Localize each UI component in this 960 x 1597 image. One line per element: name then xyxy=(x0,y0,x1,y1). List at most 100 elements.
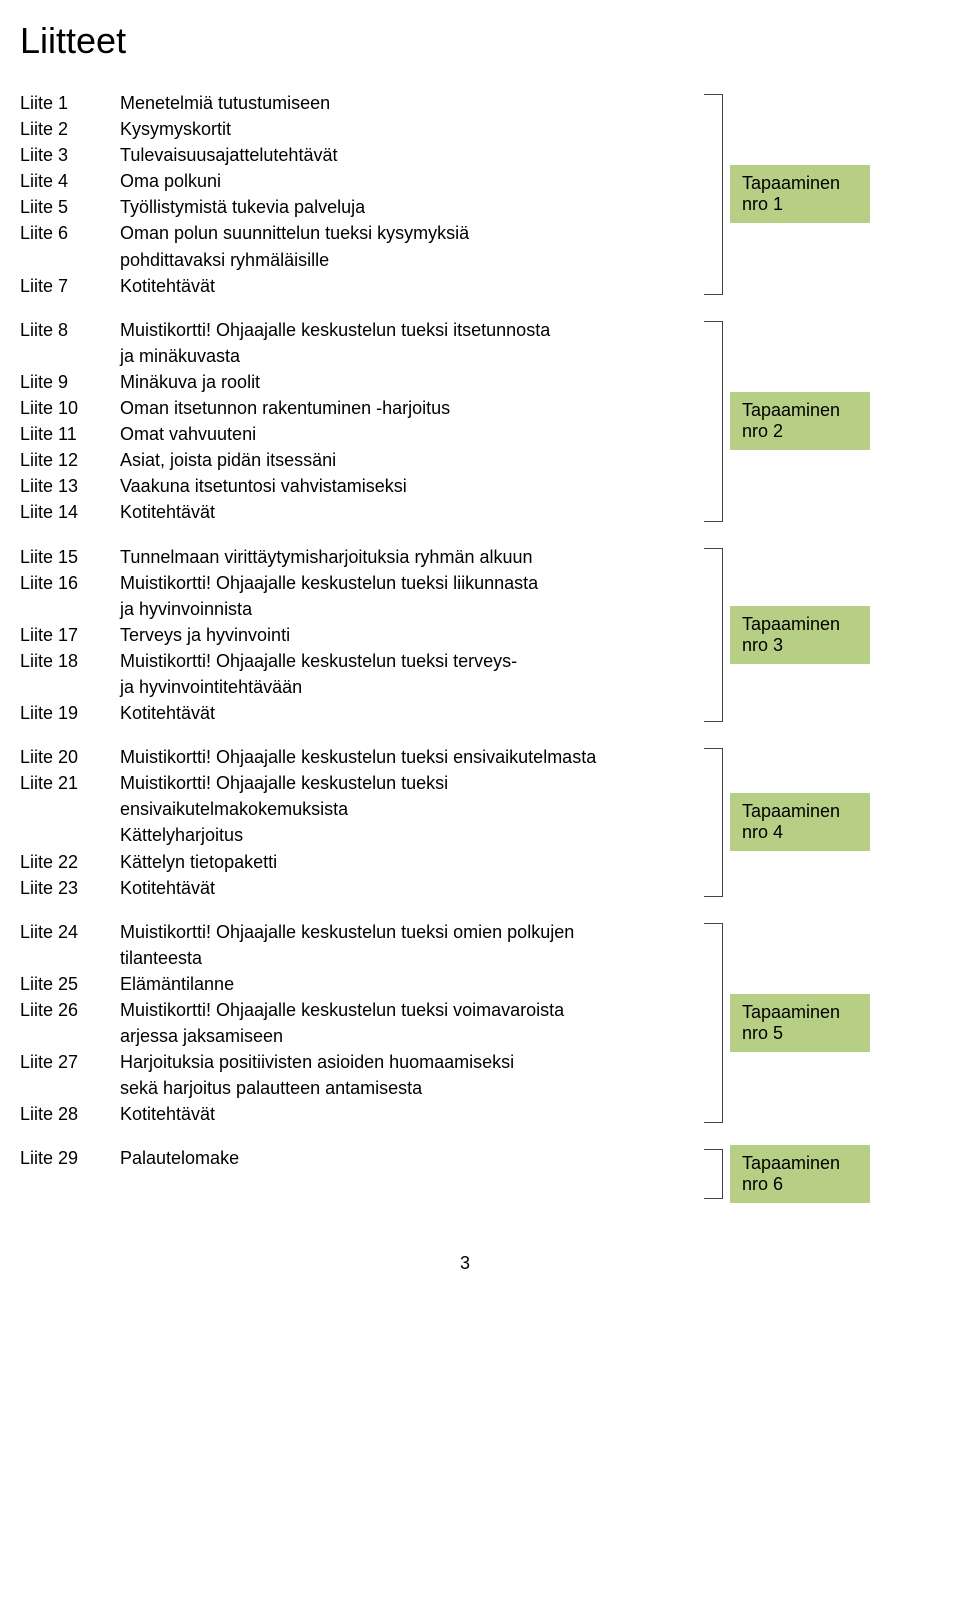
item-description: ensivaikutelmakokemuksista xyxy=(120,796,700,822)
list-item: Liite 21Muistikortti! Ohjaajalle keskust… xyxy=(20,770,700,796)
page-number: 3 xyxy=(20,1253,910,1274)
item-description: ja hyvinvoinnista xyxy=(120,596,700,622)
list-item: Liite 27Harjoituksia positiivisten asioi… xyxy=(20,1049,700,1075)
list-item: Liite 9Minäkuva ja roolit xyxy=(20,369,700,395)
item-description: sekä harjoitus palautteen antamisesta xyxy=(120,1075,700,1101)
badge-line2: nro 2 xyxy=(742,421,858,442)
item-description: Työllistymistä tukevia palveluja xyxy=(120,194,700,220)
list-item: ja hyvinvointitehtävään xyxy=(20,674,700,700)
item-description: Muistikortti! Ohjaajalle keskustelun tue… xyxy=(120,317,700,343)
list-item: Liite 17Terveys ja hyvinvointi xyxy=(20,622,700,648)
badge-column: Tapaaminennro 4 xyxy=(730,744,870,901)
appendix-group: Liite 29Palautelomake Tapaaminennro 6 xyxy=(20,1145,910,1203)
list-item: Liite 11Omat vahvuuteni xyxy=(20,421,700,447)
badge-column: Tapaaminennro 1 xyxy=(730,90,870,299)
badge-line1: Tapaaminen xyxy=(742,1002,858,1023)
badge-line2: nro 6 xyxy=(742,1174,858,1195)
item-number: Liite 18 xyxy=(20,648,120,674)
bracket-icon xyxy=(696,317,730,526)
list-item: Liite 7Kotitehtävät xyxy=(20,273,700,299)
item-number: Liite 27 xyxy=(20,1049,120,1075)
appendix-group: Liite 8Muistikortti! Ohjaajalle keskuste… xyxy=(20,317,910,526)
appendix-group: Liite 15Tunnelmaan virittäytymisharjoitu… xyxy=(20,544,910,727)
item-description: pohdittavaksi ryhmäläisille xyxy=(120,247,700,273)
list-item: Liite 15Tunnelmaan virittäytymisharjoitu… xyxy=(20,544,700,570)
item-description: Kotitehtävät xyxy=(120,499,700,525)
item-number: Liite 22 xyxy=(20,849,120,875)
item-description: Menetelmiä tutustumiseen xyxy=(120,90,700,116)
badge-column: Tapaaminennro 5 xyxy=(730,919,870,1128)
meeting-badge: Tapaaminennro 3 xyxy=(730,606,870,664)
list-item: ensivaikutelmakokemuksista xyxy=(20,796,700,822)
group-content: Liite 29Palautelomake xyxy=(20,1145,700,1203)
item-description: Muistikortti! Ohjaajalle keskustelun tue… xyxy=(120,919,700,945)
item-number: Liite 15 xyxy=(20,544,120,570)
item-number: Liite 21 xyxy=(20,770,120,796)
list-item: ja minäkuvasta xyxy=(20,343,700,369)
list-item: ja hyvinvoinnista xyxy=(20,596,700,622)
list-item: Liite 5Työllistymistä tukevia palveluja xyxy=(20,194,700,220)
meeting-badge: Tapaaminennro 6 xyxy=(730,1145,870,1203)
badge-column: Tapaaminennro 6 xyxy=(730,1145,870,1203)
item-number: Liite 10 xyxy=(20,395,120,421)
list-item: Liite 28Kotitehtävät xyxy=(20,1101,700,1127)
item-number: Liite 9 xyxy=(20,369,120,395)
item-description: arjessa jaksamiseen xyxy=(120,1023,700,1049)
list-item: tilanteesta xyxy=(20,945,700,971)
item-description: Muistikortti! Ohjaajalle keskustelun tue… xyxy=(120,770,700,796)
item-number: Liite 3 xyxy=(20,142,120,168)
item-description: Muistikortti! Ohjaajalle keskustelun tue… xyxy=(120,744,700,770)
group-content: Liite 1Menetelmiä tutustumiseenLiite 2Ky… xyxy=(20,90,700,299)
item-number: Liite 12 xyxy=(20,447,120,473)
badge-line2: nro 1 xyxy=(742,194,858,215)
item-number: Liite 19 xyxy=(20,700,120,726)
item-number: Liite 6 xyxy=(20,220,120,246)
bracket-icon xyxy=(696,744,730,901)
group-content: Liite 8Muistikortti! Ohjaajalle keskuste… xyxy=(20,317,700,526)
list-item: Liite 8Muistikortti! Ohjaajalle keskuste… xyxy=(20,317,700,343)
list-item: Liite 6Oman polun suunnittelun tueksi ky… xyxy=(20,220,700,246)
list-item: Kättelyharjoitus xyxy=(20,822,700,848)
badge-line2: nro 4 xyxy=(742,822,858,843)
list-item: Liite 10Oman itsetunnon rakentuminen -ha… xyxy=(20,395,700,421)
list-item: Liite 12Asiat, joista pidän itsessäni xyxy=(20,447,700,473)
list-item: Liite 23Kotitehtävät xyxy=(20,875,700,901)
meeting-badge: Tapaaminennro 1 xyxy=(730,165,870,223)
list-item: Liite 25Elämäntilanne xyxy=(20,971,700,997)
list-item: Liite 3Tulevaisuusajattelutehtävät xyxy=(20,142,700,168)
item-number: Liite 7 xyxy=(20,273,120,299)
bracket-icon xyxy=(696,919,730,1128)
bracket-icon xyxy=(696,90,730,299)
item-description: Harjoituksia positiivisten asioiden huom… xyxy=(120,1049,700,1075)
item-description: Kättelyharjoitus xyxy=(120,822,700,848)
list-item: Liite 16Muistikortti! Ohjaajalle keskust… xyxy=(20,570,700,596)
item-description: Oma polkuni xyxy=(120,168,700,194)
item-description: tilanteesta xyxy=(120,945,700,971)
list-item: Liite 14Kotitehtävät xyxy=(20,499,700,525)
item-description: ja minäkuvasta xyxy=(120,343,700,369)
badge-column: Tapaaminennro 2 xyxy=(730,317,870,526)
list-item: Liite 29Palautelomake xyxy=(20,1145,700,1171)
list-item: Liite 20Muistikortti! Ohjaajalle keskust… xyxy=(20,744,700,770)
item-description: Omat vahvuuteni xyxy=(120,421,700,447)
bracket-icon xyxy=(696,1145,730,1203)
list-item: Liite 1Menetelmiä tutustumiseen xyxy=(20,90,700,116)
badge-line1: Tapaaminen xyxy=(742,801,858,822)
badge-line1: Tapaaminen xyxy=(742,173,858,194)
item-number: Liite 29 xyxy=(20,1145,120,1171)
list-item: Liite 18Muistikortti! Ohjaajalle keskust… xyxy=(20,648,700,674)
item-number: Liite 8 xyxy=(20,317,120,343)
appendix-group: Liite 24Muistikortti! Ohjaajalle keskust… xyxy=(20,919,910,1128)
badge-line1: Tapaaminen xyxy=(742,400,858,421)
item-number: Liite 1 xyxy=(20,90,120,116)
item-number: Liite 20 xyxy=(20,744,120,770)
item-description: Kättelyn tietopaketti xyxy=(120,849,700,875)
item-description: ja hyvinvointitehtävään xyxy=(120,674,700,700)
item-description: Oman polun suunnittelun tueksi kysymyksi… xyxy=(120,220,700,246)
meeting-badge: Tapaaminennro 2 xyxy=(730,392,870,450)
item-number: Liite 13 xyxy=(20,473,120,499)
item-description: Muistikortti! Ohjaajalle keskustelun tue… xyxy=(120,570,700,596)
meeting-badge: Tapaaminennro 4 xyxy=(730,793,870,851)
list-item: Liite 26Muistikortti! Ohjaajalle keskust… xyxy=(20,997,700,1023)
group-content: Liite 24Muistikortti! Ohjaajalle keskust… xyxy=(20,919,700,1128)
